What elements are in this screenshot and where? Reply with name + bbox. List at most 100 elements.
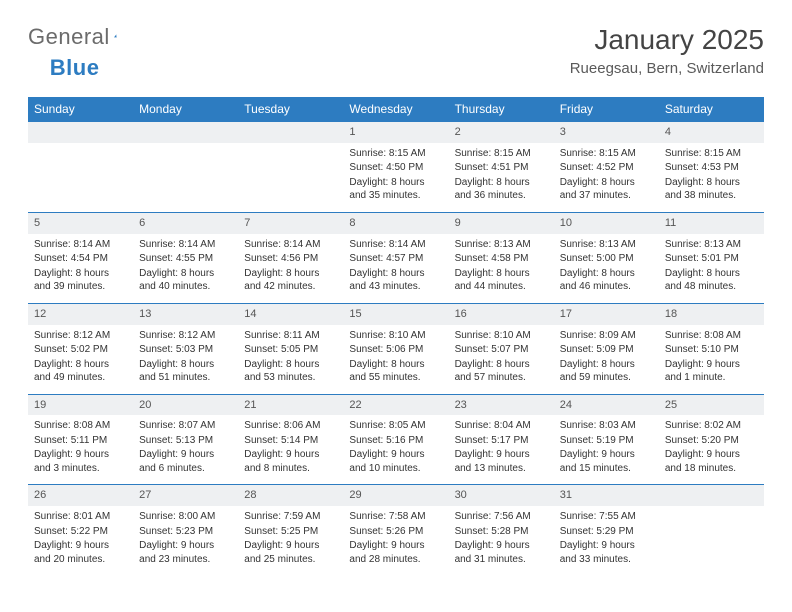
daylight-line: Daylight: 8 hours and 38 minutes. <box>665 176 758 203</box>
sunset-line: Sunset: 5:20 PM <box>665 434 758 448</box>
day-detail-cell: Sunrise: 8:15 AMSunset: 4:50 PMDaylight:… <box>343 143 448 213</box>
sunset-line: Sunset: 5:19 PM <box>560 434 653 448</box>
sunset-line: Sunset: 5:23 PM <box>139 525 232 539</box>
sunset-line: Sunset: 4:50 PM <box>349 161 442 175</box>
day-detail-cell: Sunrise: 8:06 AMSunset: 5:14 PMDaylight:… <box>238 415 343 485</box>
day-number-cell: 21 <box>238 394 343 415</box>
day-number-cell: 15 <box>343 303 448 324</box>
day-detail-cell: Sunrise: 8:08 AMSunset: 5:11 PMDaylight:… <box>28 415 133 485</box>
day-detail-cell: Sunrise: 8:14 AMSunset: 4:57 PMDaylight:… <box>343 234 448 304</box>
daylight-line: Daylight: 8 hours and 39 minutes. <box>34 267 127 294</box>
daylight-line: Daylight: 9 hours and 25 minutes. <box>244 539 337 566</box>
sunset-line: Sunset: 5:03 PM <box>139 343 232 357</box>
sunrise-line: Sunrise: 8:11 AM <box>244 329 337 343</box>
logo-text-general: General <box>28 24 110 50</box>
day-number-cell: 18 <box>659 303 764 324</box>
weekday-header: Thursday <box>449 97 554 122</box>
weekday-header: Sunday <box>28 97 133 122</box>
day-detail-cell: Sunrise: 8:14 AMSunset: 4:54 PMDaylight:… <box>28 234 133 304</box>
sunset-line: Sunset: 5:14 PM <box>244 434 337 448</box>
sunset-line: Sunset: 5:16 PM <box>349 434 442 448</box>
day-detail-cell: Sunrise: 8:08 AMSunset: 5:10 PMDaylight:… <box>659 325 764 395</box>
logo-sail-icon <box>114 26 118 46</box>
sunrise-line: Sunrise: 8:15 AM <box>665 147 758 161</box>
day-number-cell: 23 <box>449 394 554 415</box>
sunrise-line: Sunrise: 8:12 AM <box>139 329 232 343</box>
sunset-line: Sunset: 5:06 PM <box>349 343 442 357</box>
location: Rueegsau, Bern, Switzerland <box>570 60 764 77</box>
daylight-line: Daylight: 8 hours and 46 minutes. <box>560 267 653 294</box>
daylight-line: Daylight: 9 hours and 1 minute. <box>665 358 758 385</box>
detail-row: Sunrise: 8:15 AMSunset: 4:50 PMDaylight:… <box>28 143 764 213</box>
sunset-line: Sunset: 5:09 PM <box>560 343 653 357</box>
day-number-cell: 17 <box>554 303 659 324</box>
sunset-line: Sunset: 5:07 PM <box>455 343 548 357</box>
daylight-line: Daylight: 9 hours and 28 minutes. <box>349 539 442 566</box>
sunrise-line: Sunrise: 8:13 AM <box>560 238 653 252</box>
day-number-cell: 6 <box>133 212 238 233</box>
day-detail-cell: Sunrise: 8:03 AMSunset: 5:19 PMDaylight:… <box>554 415 659 485</box>
day-detail-cell: Sunrise: 8:15 AMSunset: 4:51 PMDaylight:… <box>449 143 554 213</box>
sunset-line: Sunset: 5:01 PM <box>665 252 758 266</box>
daylight-line: Daylight: 8 hours and 59 minutes. <box>560 358 653 385</box>
sunrise-line: Sunrise: 8:14 AM <box>349 238 442 252</box>
sunrise-line: Sunrise: 8:01 AM <box>34 510 127 524</box>
sunrise-line: Sunrise: 8:14 AM <box>244 238 337 252</box>
day-number-cell: 28 <box>238 485 343 506</box>
weekday-header-row: SundayMondayTuesdayWednesdayThursdayFrid… <box>28 97 764 122</box>
daylight-line: Daylight: 8 hours and 35 minutes. <box>349 176 442 203</box>
daylight-line: Daylight: 9 hours and 20 minutes. <box>34 539 127 566</box>
daylight-line: Daylight: 9 hours and 18 minutes. <box>665 448 758 475</box>
daylight-line: Daylight: 9 hours and 33 minutes. <box>560 539 653 566</box>
daylight-line: Daylight: 9 hours and 13 minutes. <box>455 448 548 475</box>
sunset-line: Sunset: 5:26 PM <box>349 525 442 539</box>
day-number-cell: 5 <box>28 212 133 233</box>
day-number-cell: 31 <box>554 485 659 506</box>
day-detail-cell: Sunrise: 8:10 AMSunset: 5:06 PMDaylight:… <box>343 325 448 395</box>
day-number-cell: 12 <box>28 303 133 324</box>
sunrise-line: Sunrise: 8:14 AM <box>34 238 127 252</box>
daylight-line: Daylight: 8 hours and 44 minutes. <box>455 267 548 294</box>
sunrise-line: Sunrise: 8:14 AM <box>139 238 232 252</box>
sunrise-line: Sunrise: 8:00 AM <box>139 510 232 524</box>
detail-row: Sunrise: 8:14 AMSunset: 4:54 PMDaylight:… <box>28 234 764 304</box>
sunrise-line: Sunrise: 8:08 AM <box>665 329 758 343</box>
sunset-line: Sunset: 5:02 PM <box>34 343 127 357</box>
day-detail-cell: Sunrise: 8:15 AMSunset: 4:53 PMDaylight:… <box>659 143 764 213</box>
daylight-line: Daylight: 8 hours and 48 minutes. <box>665 267 758 294</box>
day-detail-cell <box>238 143 343 213</box>
sunset-line: Sunset: 4:55 PM <box>139 252 232 266</box>
day-number-cell: 27 <box>133 485 238 506</box>
daylight-line: Daylight: 9 hours and 8 minutes. <box>244 448 337 475</box>
day-number-cell: 16 <box>449 303 554 324</box>
sunrise-line: Sunrise: 8:06 AM <box>244 419 337 433</box>
sunrise-line: Sunrise: 8:07 AM <box>139 419 232 433</box>
weekday-header: Saturday <box>659 97 764 122</box>
daynum-row: 19202122232425 <box>28 394 764 415</box>
day-number-cell: 20 <box>133 394 238 415</box>
daylight-line: Daylight: 9 hours and 3 minutes. <box>34 448 127 475</box>
sunrise-line: Sunrise: 8:10 AM <box>349 329 442 343</box>
weekday-header: Monday <box>133 97 238 122</box>
day-number-cell: 14 <box>238 303 343 324</box>
day-detail-cell: Sunrise: 8:02 AMSunset: 5:20 PMDaylight:… <box>659 415 764 485</box>
sunrise-line: Sunrise: 8:09 AM <box>560 329 653 343</box>
day-detail-cell: Sunrise: 7:55 AMSunset: 5:29 PMDaylight:… <box>554 506 659 575</box>
day-detail-cell: Sunrise: 8:14 AMSunset: 4:56 PMDaylight:… <box>238 234 343 304</box>
logo-text-blue: Blue <box>50 55 100 81</box>
day-number-cell: 10 <box>554 212 659 233</box>
day-detail-cell: Sunrise: 7:59 AMSunset: 5:25 PMDaylight:… <box>238 506 343 575</box>
day-detail-cell: Sunrise: 8:00 AMSunset: 5:23 PMDaylight:… <box>133 506 238 575</box>
sunrise-line: Sunrise: 7:56 AM <box>455 510 548 524</box>
day-number-cell: 1 <box>343 122 448 143</box>
day-detail-cell: Sunrise: 8:14 AMSunset: 4:55 PMDaylight:… <box>133 234 238 304</box>
day-number-cell: 2 <box>449 122 554 143</box>
sunset-line: Sunset: 5:05 PM <box>244 343 337 357</box>
daylight-line: Daylight: 8 hours and 40 minutes. <box>139 267 232 294</box>
day-number-cell <box>28 122 133 143</box>
daynum-row: 12131415161718 <box>28 303 764 324</box>
sunrise-line: Sunrise: 8:13 AM <box>455 238 548 252</box>
sunset-line: Sunset: 5:10 PM <box>665 343 758 357</box>
sunrise-line: Sunrise: 8:02 AM <box>665 419 758 433</box>
logo: General <box>28 24 138 50</box>
